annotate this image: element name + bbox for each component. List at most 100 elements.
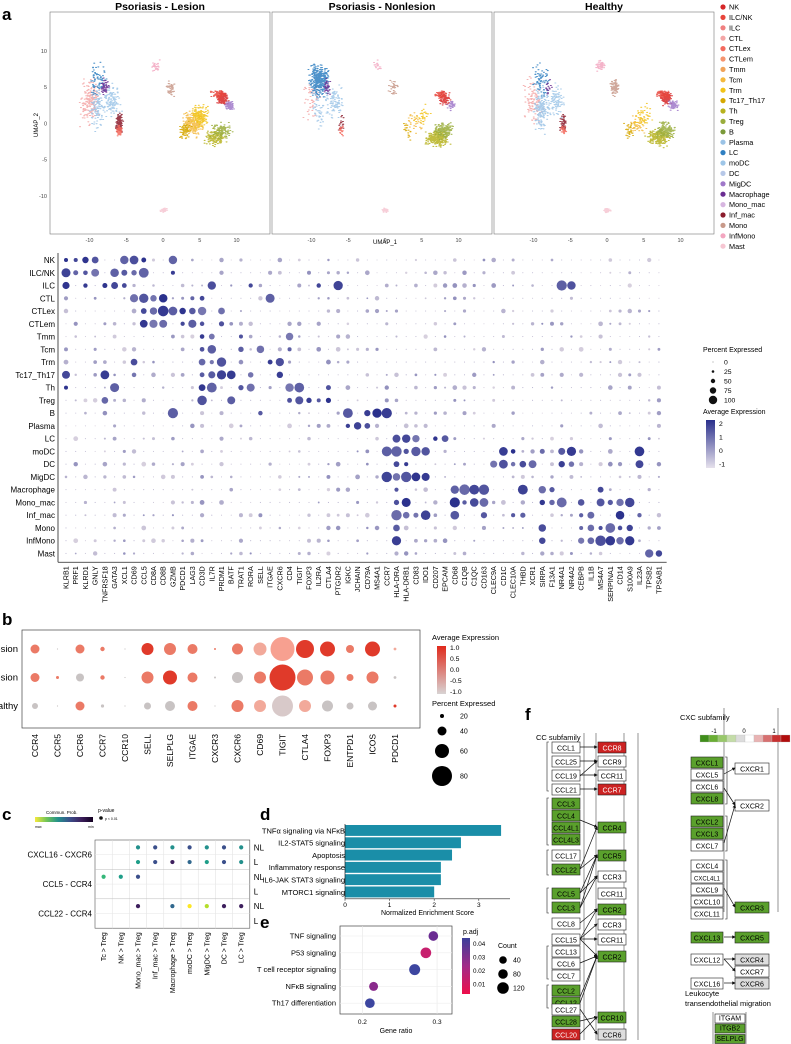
panel-b-dot <box>214 676 216 679</box>
cc-arrow <box>579 1008 598 1035</box>
panel-b-dot <box>232 643 243 655</box>
expression-dot <box>449 497 460 508</box>
expression-dot <box>532 514 534 516</box>
dotplot-gene-label: THBD <box>518 566 527 586</box>
expression-dot <box>326 474 331 479</box>
panel-b-dot <box>30 644 40 654</box>
expression-dot <box>425 399 427 401</box>
cc-bracket <box>546 984 549 1009</box>
expression-dot <box>143 450 145 452</box>
umap-cluster-modc <box>324 80 344 119</box>
legend-label: Tmm <box>729 65 746 74</box>
expression-dot <box>366 501 368 503</box>
expression-dot <box>229 475 233 479</box>
expression-dot <box>425 552 427 555</box>
expression-dot <box>307 551 311 556</box>
cxc-ligand-label: CXCL13 <box>694 936 721 943</box>
expression-dot <box>182 387 184 389</box>
expression-dot <box>589 552 593 555</box>
expression-dot <box>532 259 534 261</box>
expression-dot <box>327 258 330 262</box>
expression-dot <box>656 461 662 467</box>
expression-dot <box>357 336 359 338</box>
cc-ligand: CCL2 <box>551 984 581 997</box>
expression-dot <box>600 412 602 414</box>
expression-dot <box>240 374 242 376</box>
umap-cluster-mast <box>159 207 169 213</box>
comm-column-label: NK > Treg <box>118 932 125 964</box>
cc-arrow <box>579 854 598 870</box>
expression-dot <box>638 489 641 491</box>
avg-colorbar-tick: 1 <box>719 435 723 442</box>
umap-cluster-migdc <box>667 100 680 111</box>
expression-dot <box>405 310 407 312</box>
expression-dot <box>454 412 456 414</box>
pct-legend-dot <box>709 387 717 394</box>
expression-dot <box>365 512 370 518</box>
nes-tick-label: 2 <box>432 902 436 909</box>
panel-b-colorbar-tick: 1.0 <box>450 645 460 652</box>
expression-dot <box>405 259 407 261</box>
expression-dot <box>618 322 622 326</box>
legend-swatch <box>720 35 726 41</box>
expression-dot <box>385 322 389 326</box>
cxc-receptor: CXCR3 <box>734 901 770 914</box>
expression-dot <box>510 461 516 467</box>
umap-cluster-treg <box>656 121 676 139</box>
cc-ligand: CCL7 <box>551 969 581 982</box>
e-dot <box>420 947 432 959</box>
expression-dot <box>629 336 631 338</box>
expression-dot <box>618 475 622 479</box>
cc-arrow <box>579 938 598 957</box>
expression-dot <box>220 425 223 427</box>
expression-dot <box>463 374 466 376</box>
expression-dot <box>645 549 654 558</box>
expression-dot <box>133 514 135 516</box>
expression-dot <box>103 450 106 453</box>
expression-dot <box>473 297 476 300</box>
expression-dot <box>182 412 184 414</box>
legend-label: B <box>729 127 734 136</box>
cc-arrow <box>579 955 598 1004</box>
expression-dot <box>240 527 242 529</box>
expression-dot <box>647 411 651 415</box>
expression-dot <box>211 412 213 414</box>
expression-dot <box>579 525 584 530</box>
expression-dot <box>240 501 242 503</box>
expression-dot <box>259 361 261 363</box>
expression-dot <box>520 512 526 518</box>
expression-dot <box>511 385 516 390</box>
cxc-ligand-label: CXCL11 <box>694 912 720 919</box>
cc-receptor: CCR7 <box>597 783 627 796</box>
expression-dot <box>442 538 448 544</box>
expression-dot <box>531 475 534 479</box>
panel-b-gene-label: SELL <box>143 734 153 755</box>
expression-dot <box>123 552 126 555</box>
dotplot-row-label: NK <box>44 256 56 265</box>
dotplot-gene-label: IDO1 <box>421 566 430 583</box>
expression-dot <box>297 551 301 555</box>
expression-dot <box>590 489 592 491</box>
expression-dot <box>570 310 572 312</box>
expression-dot <box>629 552 631 555</box>
expression-dot <box>170 372 176 377</box>
umap-cluster-infmono <box>151 59 161 72</box>
expression-dot <box>151 437 155 441</box>
pvalue-legend-title: p-value <box>98 808 115 814</box>
expression-dot <box>122 449 126 453</box>
expression-dot <box>528 460 537 469</box>
expression-dot <box>415 361 417 363</box>
cc-receptor-label: CCR11 <box>601 938 624 945</box>
expression-dot <box>142 360 146 364</box>
expression-dot <box>83 398 88 403</box>
expression-dot <box>405 323 407 325</box>
dotplot-row-label: Trm <box>41 358 55 367</box>
expression-dot <box>133 336 135 338</box>
expression-dot <box>629 489 631 491</box>
cc-arrow <box>579 923 598 940</box>
expression-dot <box>532 552 534 555</box>
expression-dot <box>73 538 79 544</box>
expression-dot <box>619 284 621 287</box>
expression-dot <box>357 297 359 299</box>
expression-dot <box>84 438 86 440</box>
